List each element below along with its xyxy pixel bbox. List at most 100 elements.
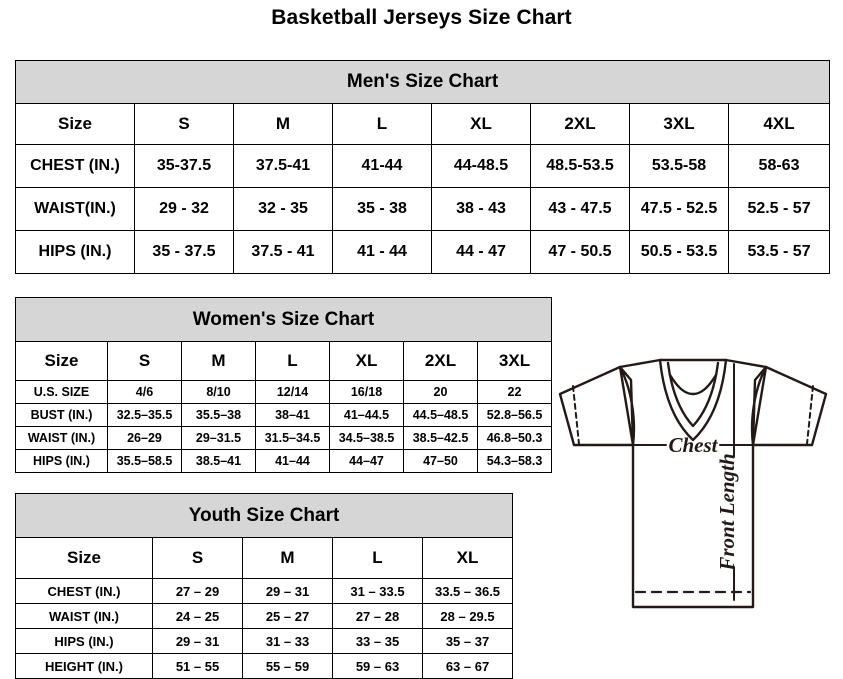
mens-header-xl: XL [431,103,531,145]
mens-header-2xl: 2XL [530,103,630,145]
table-row: HIPS (IN.) 35.5–58.5 38.5–41 41–44 44–47… [15,449,552,473]
table-row: WAIST (IN.) 26–29 29–31.5 31.5–34.5 34.5… [15,426,552,450]
womens-hips-m: 38.5–41 [181,449,256,473]
womens-band-row: Women's Size Chart [15,297,552,342]
youth-header-l: L [332,537,423,579]
table-row: CHEST (IN.) 27 – 29 29 – 31 31 – 33.5 33… [15,578,514,604]
womens-bust-s: 32.5–35.5 [107,403,182,427]
youth-row-label-hips: HIPS (IN.) [15,628,153,654]
womens-header-size: Size [15,341,108,381]
youth-size-chart-table: Youth Size Chart Size S M L XL CHEST (IN… [14,493,514,679]
youth-waist-xl: 28 – 29.5 [421,603,514,629]
womens-waist-2xl: 38.5–42.5 [403,426,478,450]
mens-waist-l: 35 - 38 [332,187,432,231]
youth-hips-s: 29 – 31 [152,628,243,654]
mens-header-4xl: 4XL [727,103,831,145]
mens-header-3xl: 3XL [629,103,729,145]
youth-height-s: 51 – 55 [152,653,243,679]
right-sleeve-cuff-stitch [806,385,814,445]
right-armhole-seam [750,365,768,447]
mens-row-label-waist: WAIST(IN.) [15,187,135,231]
youth-hips-m: 31 – 33 [242,628,333,654]
youth-height-m: 55 – 59 [242,653,333,679]
womens-bust-l: 38–41 [255,403,330,427]
mens-hips-3xl: 50.5 - 53.5 [629,230,729,274]
youth-row-label-chest: CHEST (IN.) [15,578,153,604]
womens-us-size-3xl: 22 [477,380,552,404]
womens-header-row: Size S M L XL 2XL 3XL [15,341,552,381]
youth-header-m: M [242,537,333,579]
womens-bust-3xl: 52.8–56.5 [477,403,552,427]
youth-height-l: 59 – 63 [332,653,423,679]
womens-hips-l: 41–44 [255,449,330,473]
table-row: WAIST (IN.) 24 – 25 25 – 27 27 – 28 28 –… [15,603,514,629]
mens-chest-4xl: 58-63 [727,144,831,188]
mens-header-m: M [233,103,333,145]
mens-waist-2xl: 43 - 47.5 [530,187,630,231]
womens-row-label-us-size: U.S. SIZE [15,380,108,404]
youth-band-title: Youth Size Chart [14,493,514,538]
mens-chest-3xl: 53.5-58 [629,144,729,188]
womens-us-size-2xl: 20 [403,380,478,404]
mens-waist-m: 32 - 35 [233,187,333,231]
womens-waist-s: 26–29 [107,426,182,450]
mens-waist-3xl: 47.5 - 52.5 [629,187,729,231]
neckline-inner-band [666,361,720,428]
youth-chest-xl: 33.5 – 36.5 [421,578,514,604]
mens-hips-4xl: 53.5 - 57 [727,230,831,274]
womens-waist-m: 29–31.5 [181,426,256,450]
table-row: BUST (IN.) 32.5–35.5 35.5–38 38–41 41–44… [15,403,552,427]
mens-chest-2xl: 48.5-53.5 [530,144,630,188]
collar-rib-arc [668,373,718,396]
womens-hips-s: 35.5–58.5 [107,449,182,473]
womens-waist-3xl: 46.8–50.3 [477,426,552,450]
mens-band-title: Men's Size Chart [14,60,831,104]
womens-band-title: Women's Size Chart [15,297,552,342]
table-row: WAIST(IN.) 29 - 32 32 - 35 35 - 38 38 - … [15,187,831,231]
mens-chest-l: 41-44 [332,144,432,188]
front-length-label: Front Length [715,453,739,571]
mens-chest-s: 35-37.5 [134,144,234,188]
mens-chest-m: 37.5-41 [233,144,333,188]
mens-header-size: Size [15,103,135,145]
youth-header-s: S [152,537,243,579]
womens-us-size-m: 8/10 [181,380,256,404]
table-row: U.S. SIZE 4/6 8/10 12/14 16/18 20 22 [15,380,552,404]
mens-band-row: Men's Size Chart [14,60,831,104]
womens-header-xl: XL [329,341,404,381]
mens-hips-s: 35 - 37.5 [134,230,234,274]
womens-row-label-bust: BUST (IN.) [15,403,108,427]
youth-waist-s: 24 – 25 [152,603,243,629]
youth-band-row: Youth Size Chart [14,493,514,538]
youth-header-size: Size [15,537,153,579]
youth-header-row: Size S M L XL [15,537,514,579]
womens-size-chart-table: Women's Size Chart Size S M L XL 2XL 3XL… [15,297,552,473]
mens-header-l: L [332,103,432,145]
womens-bust-xl: 41–44.5 [329,403,404,427]
womens-hips-3xl: 54.3–58.3 [477,449,552,473]
mens-waist-4xl: 52.5 - 57 [727,187,831,231]
youth-chest-m: 29 – 31 [242,578,333,604]
mens-hips-xl: 44 - 47 [431,230,531,274]
mens-header-row: Size S M L XL 2XL 3XL 4XL [15,103,831,145]
womens-header-3xl: 3XL [477,341,552,381]
youth-waist-l: 27 – 28 [332,603,423,629]
left-sleeve-cuff-stitch [572,385,580,445]
mens-waist-xl: 38 - 43 [431,187,531,231]
mens-hips-l: 41 - 44 [332,230,432,274]
page-title: Basketball Jerseys Size Chart [271,6,572,29]
youth-chest-l: 31 – 33.5 [332,578,423,604]
womens-header-2xl: 2XL [403,341,478,381]
jersey-body-outline [618,358,768,609]
mens-chest-xl: 44-48.5 [431,144,531,188]
womens-header-m: M [181,341,256,381]
youth-hips-l: 33 – 35 [332,628,423,654]
youth-row-label-waist: WAIST (IN.) [15,603,153,629]
mens-header-s: S [134,103,234,145]
womens-row-label-waist: WAIST (IN.) [15,426,108,450]
womens-hips-2xl: 47–50 [403,449,478,473]
womens-row-label-hips: HIPS (IN.) [15,449,108,473]
womens-bust-m: 35.5–38 [181,403,256,427]
youth-waist-m: 25 – 27 [242,603,333,629]
womens-us-size-l: 12/14 [255,380,330,404]
